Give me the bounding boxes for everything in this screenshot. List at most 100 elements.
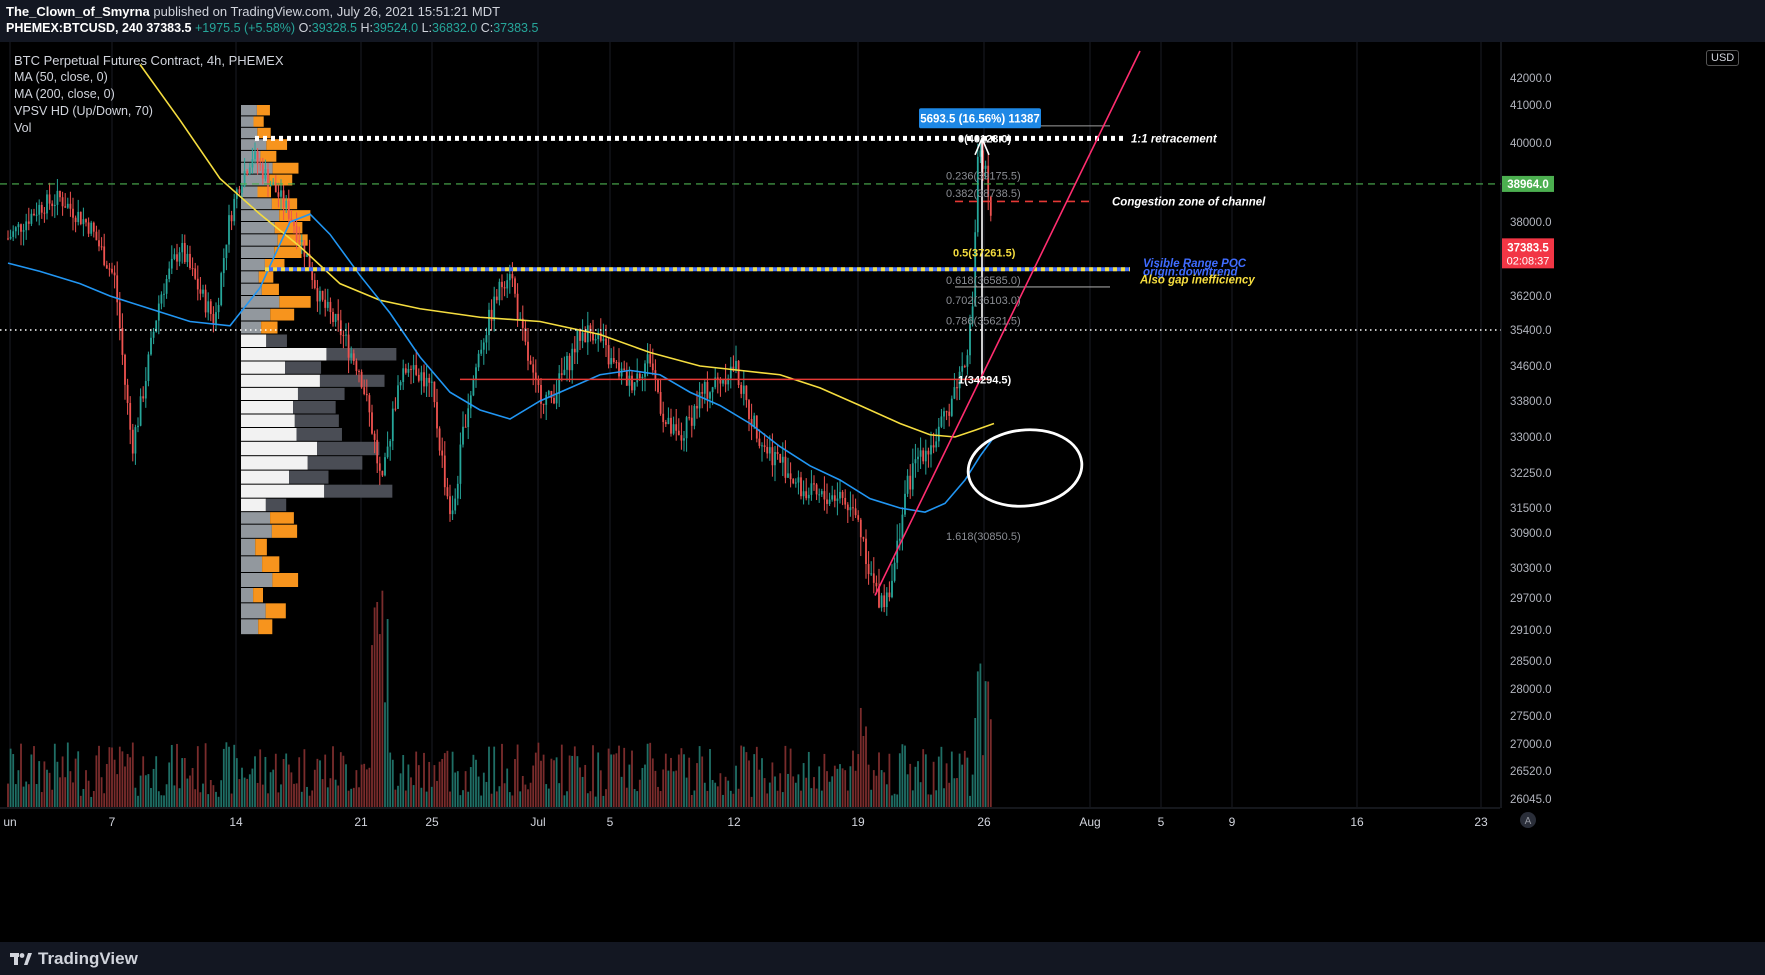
- volume-bar: [802, 763, 805, 807]
- candle-body: [841, 491, 844, 498]
- candle-body: [217, 305, 220, 313]
- candle-body: [792, 479, 795, 484]
- legend-ma200[interactable]: MA (200, close, 0): [14, 87, 115, 101]
- candle-body: [391, 408, 394, 442]
- profile-down-segment: [294, 414, 339, 427]
- candle-body: [121, 328, 124, 355]
- candle-body: [651, 363, 654, 371]
- candle-body: [155, 320, 158, 332]
- candle-body: [423, 372, 425, 387]
- volume-bar: [924, 754, 927, 807]
- fib-level-label: 0.786(35621.5): [946, 316, 1021, 328]
- volume-bar: [449, 791, 451, 807]
- candle-body: [935, 441, 938, 448]
- volume-bar: [92, 791, 95, 807]
- candle-body: [277, 192, 280, 197]
- volume-bar: [410, 777, 412, 807]
- symbol-line: PHEMEX:BTCUSD, 240 37383.5 +1975.5 (+5.5…: [6, 21, 538, 35]
- candle-body: [40, 204, 43, 213]
- volume-bar: [17, 770, 20, 807]
- volume-bar: [787, 773, 789, 807]
- candle-body: [243, 170, 246, 187]
- candle-body: [909, 475, 912, 490]
- volume-bar: [706, 790, 709, 807]
- author-name[interactable]: The_Clown_of_Smyrna: [6, 4, 150, 19]
- profile-up-segment: [241, 588, 254, 603]
- candle-body: [306, 254, 308, 257]
- candle-body: [363, 387, 366, 395]
- profile-down-segment: [264, 259, 285, 271]
- candle-body: [38, 204, 41, 215]
- candle-body: [857, 515, 860, 520]
- y-tick-label: 38000.0: [1510, 217, 1552, 229]
- volume-bar: [191, 768, 194, 807]
- candle-body: [969, 323, 971, 356]
- candle-body: [295, 226, 298, 241]
- volume-bar: [170, 744, 173, 807]
- volume-bar: [371, 645, 373, 807]
- candle-body: [508, 274, 511, 281]
- volume-bar: [7, 783, 9, 807]
- volume-bar: [974, 717, 977, 807]
- volume-bar: [116, 774, 119, 807]
- candle-body: [267, 169, 269, 187]
- fib-level-label: 1.618(30850.5): [946, 531, 1021, 543]
- volume-bar: [722, 794, 724, 807]
- candle-body: [498, 281, 501, 301]
- candle-body: [183, 243, 186, 263]
- legend-ma50[interactable]: MA (50, close, 0): [14, 70, 108, 84]
- volume-bar: [937, 756, 940, 807]
- candle-body: [696, 405, 698, 409]
- currency-badge[interactable]: USD: [1706, 50, 1740, 66]
- legend-title[interactable]: BTC Perpetual Futures Contract, 4h, PHEM…: [14, 53, 284, 68]
- candle-body: [59, 190, 61, 198]
- candle-body: [139, 396, 142, 426]
- legend-vol[interactable]: Vol: [14, 121, 32, 135]
- volume-bar: [155, 756, 158, 807]
- volume-bar: [147, 774, 150, 807]
- profile-down-segment: [271, 198, 298, 210]
- candle-body: [826, 499, 828, 504]
- candle-body: [482, 342, 485, 350]
- candle-body: [246, 170, 249, 174]
- candle-body: [199, 289, 202, 294]
- volume-bar: [87, 780, 90, 807]
- candle-body: [766, 446, 769, 454]
- candle-body: [956, 387, 958, 389]
- volume-bar: [261, 784, 264, 807]
- candle-body: [594, 339, 597, 341]
- candle-body: [953, 387, 956, 399]
- volume-bar: [789, 748, 792, 807]
- tradingview-logo[interactable]: TradingView: [10, 949, 138, 969]
- candle-body: [220, 273, 223, 306]
- candle-body: [251, 159, 254, 168]
- volume-bar: [761, 758, 763, 807]
- symbol-interval[interactable]: PHEMEX:BTCUSD, 240: [6, 21, 143, 35]
- candle-body: [144, 381, 147, 399]
- price-chart[interactable]: 5693.5 (16.56%) 11387 0(40123.0) 0.236(391…: [0, 42, 1765, 942]
- legend-vpsv[interactable]: VPSV HD (Up/Down, 70): [14, 104, 153, 118]
- profile-down-segment: [253, 588, 264, 603]
- volume-bar: [72, 782, 74, 807]
- volume-bar: [467, 791, 470, 807]
- candle-body: [735, 360, 737, 371]
- candle-body: [800, 477, 802, 497]
- candle-body: [984, 165, 987, 169]
- volume-bar: [963, 750, 966, 807]
- candle-body: [966, 355, 969, 367]
- candle-body: [350, 353, 353, 358]
- profile-down-segment: [266, 139, 288, 150]
- volume-bar: [501, 743, 503, 807]
- candle-body: [355, 361, 358, 371]
- profile-up-segment: [241, 127, 258, 139]
- fib-level-label: 0.236(39175.5): [946, 171, 1021, 183]
- candle-body: [441, 450, 444, 456]
- volume-bar: [404, 790, 407, 807]
- volume-bar: [508, 792, 511, 807]
- candle-body: [326, 301, 329, 308]
- profile-up-segment: [241, 246, 275, 258]
- volume-bar: [108, 747, 111, 807]
- candle-body: [316, 288, 319, 302]
- volume-bar: [319, 760, 321, 807]
- volume-bar: [599, 770, 602, 807]
